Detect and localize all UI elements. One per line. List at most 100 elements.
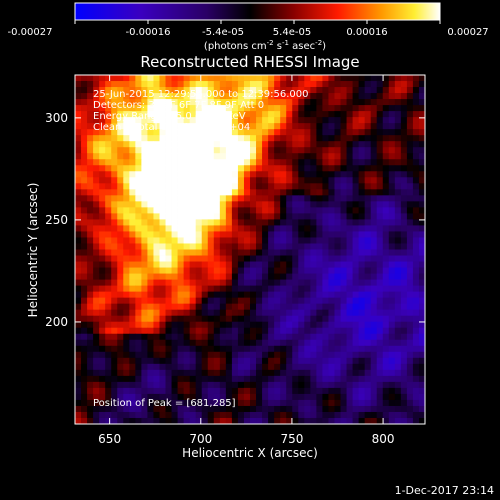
heatmap-cell [153,273,160,280]
heatmap-cell [135,297,142,305]
heatmap-cell [195,417,203,424]
heatmap-cell [280,297,287,305]
heatmap-cell [406,369,414,377]
heatmap-cell [394,297,402,305]
heatmap-cell [117,165,124,172]
heatmap-cell [250,417,257,424]
heatmap-cell [394,339,402,347]
heatmap-cell [340,105,347,112]
heatmap-cell [346,237,353,244]
heatmap-cell [75,363,82,371]
heatmap-cell [87,117,94,124]
heatmap-cell [141,405,148,413]
heatmap-cell [412,381,420,389]
heatmap-cell [231,183,239,190]
heatmap-cell [394,87,402,94]
heatmap-cell [376,135,384,142]
heatmap-cell [213,285,221,293]
heatmap-cell [201,375,209,383]
heatmap-cell [256,273,263,280]
heatmap-cell [286,399,293,407]
heatmap-cell [358,231,366,238]
heatmap-cell [183,309,191,317]
heatmap-cell [292,411,299,419]
heatmap-cell [388,201,396,208]
heatmap-cell [231,219,239,226]
heatmap-cell [382,123,390,130]
heatmap-cell [268,387,275,395]
heatmap-cell [111,291,118,299]
heatmap-cell [153,393,160,401]
heatmap-cell [117,333,124,341]
heatmap-cell [195,387,203,395]
heatmap-cell [135,147,142,154]
heatmap-cell [99,369,106,377]
heatmap-cell [243,333,251,341]
heatmap-cell [213,81,221,88]
heatmap-cell [81,399,88,407]
heatmap-cell [99,333,106,341]
heatmap-cell [189,207,197,214]
heatmap-cell [195,381,203,389]
heatmap-cell [364,363,372,371]
heatmap-cell [418,279,425,287]
heatmap-cell [195,357,203,365]
heatmap-cell [364,153,372,160]
heatmap-cell [213,411,221,419]
heatmap-cell [129,237,136,244]
heatmap-cell [274,369,281,377]
heatmap-cell [412,225,420,232]
heatmap-cell [135,261,142,268]
heatmap-cell [177,87,185,94]
heatmap-cell [165,75,172,82]
heatmap-cell [376,159,384,166]
heatmap-cell [165,369,172,377]
heatmap-cell [129,201,136,208]
heatmap-cell [400,183,408,190]
heatmap-cell [93,375,100,383]
heatmap-cell [93,417,100,424]
heatmap-cell [81,99,88,106]
heatmap-cell [352,357,360,365]
heatmap-cell [135,267,142,274]
heatmap-cell [316,75,323,82]
heatmap-cell [87,339,94,347]
heatmap-cell [141,219,148,226]
heatmap-cell [256,153,263,160]
heatmap-cell [394,291,402,299]
heatmap-cell [129,141,136,148]
heatmap-cell [328,117,335,124]
heatmap-cell [189,183,197,190]
heatmap-cell [153,81,160,88]
heatmap-cell [231,111,239,118]
heatmap-cell [352,87,360,94]
heatmap-cell [201,171,209,178]
heatmap-cell [358,99,366,106]
heatmap-cell [183,375,191,383]
heatmap-cell [237,153,245,160]
heatmap-cell [364,243,372,250]
heatmap-cell [412,159,420,166]
heatmap-cell [280,81,287,88]
heatmap-cell [87,333,94,341]
heatmap-cell [75,405,82,413]
heatmap-cell [111,177,118,184]
heatmap-cell [99,147,106,154]
heatmap-cell [75,111,82,118]
heatmap-cell [286,333,293,341]
heatmap-cell [225,81,233,88]
heatmap-cell [195,345,203,353]
heatmap-cell [147,261,154,268]
heatmap-cell [171,381,178,389]
heatmap-cell [123,243,130,250]
heatmap-cell [364,183,372,190]
heatmap-cell [280,105,287,112]
heatmap-cell [352,255,360,262]
heatmap-cell [195,81,203,88]
heatmap-cell [352,123,360,130]
heatmap-cell [412,237,420,244]
heatmap-cell [105,327,112,335]
heatmap-cell [406,159,414,166]
heatmap-cell [394,219,402,226]
heatmap-cell [340,219,347,226]
